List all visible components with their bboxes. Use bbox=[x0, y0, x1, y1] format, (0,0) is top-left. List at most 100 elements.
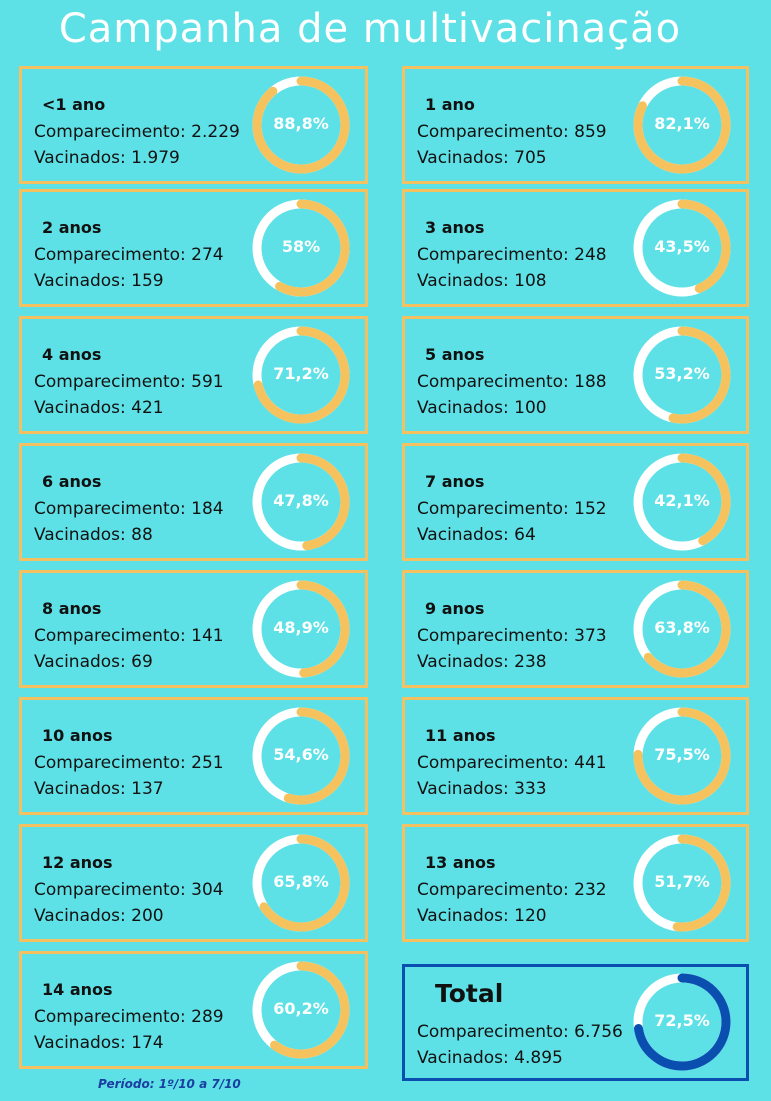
attendance-text: Comparecimento: 141 bbox=[34, 626, 224, 646]
vaccinated-text: Vacinados: 421 bbox=[34, 398, 164, 418]
progress-ring: 82,1% bbox=[630, 73, 734, 177]
group-label: 2 anos bbox=[42, 218, 102, 237]
progress-ring: 65,8% bbox=[249, 831, 353, 935]
ring-value-arc bbox=[633, 76, 731, 174]
progress-ring: 88,8% bbox=[249, 73, 353, 177]
vaccinated-text: Vacinados: 174 bbox=[34, 1033, 164, 1053]
age-group-card: 7 anos Comparecimento: 152 Vacinados: 64 42… bbox=[402, 443, 749, 561]
group-label: 4 anos bbox=[42, 345, 102, 364]
percent-label: 58% bbox=[281, 236, 321, 256]
age-group-card: 5 anos Comparecimento: 188 Vacinados: 100 5… bbox=[402, 316, 749, 434]
vaccinated-text: Vacinados: 333 bbox=[417, 779, 547, 799]
percent-label: 48,9% bbox=[273, 617, 329, 637]
vaccinated-text: Vacinados: 100 bbox=[417, 398, 547, 418]
group-label: 7 anos bbox=[425, 472, 485, 491]
percent-label: 88,8% bbox=[273, 113, 329, 133]
progress-ring: 58% bbox=[249, 196, 353, 300]
attendance-text: Comparecimento: 248 bbox=[417, 245, 607, 265]
page-title: Campanha de multivacinação bbox=[58, 6, 682, 52]
group-label: 3 anos bbox=[425, 218, 485, 237]
percent-label: 60,2% bbox=[273, 998, 329, 1018]
percent-label: 75,5% bbox=[654, 744, 710, 764]
vaccinated-text: Vacinados: 200 bbox=[34, 906, 164, 926]
ring-svg bbox=[252, 580, 350, 678]
vaccinated-text: Vacinados: 1.979 bbox=[34, 148, 180, 168]
vaccinated-text: Vacinados: 64 bbox=[417, 525, 536, 545]
ring-value-arc bbox=[633, 199, 731, 297]
ring-value-arc bbox=[252, 707, 350, 805]
age-group-card: <1 ano Comparecimento: 2.229 Vacinados: 1.… bbox=[19, 66, 368, 184]
age-group-card: 12 anos Comparecimento: 304 Vacinados: 200… bbox=[19, 824, 368, 942]
progress-ring: 63,8% bbox=[630, 577, 734, 681]
progress-ring: 48,9% bbox=[249, 577, 353, 681]
group-label: 10 anos bbox=[42, 726, 113, 745]
group-label: 13 anos bbox=[425, 853, 496, 872]
percent-label: 42,1% bbox=[654, 490, 710, 510]
vaccinated-text: Vacinados: 159 bbox=[34, 271, 164, 291]
vaccinated-text: Vacinados: 238 bbox=[417, 652, 547, 672]
age-group-card: 9 anos Comparecimento: 373 Vacinados: 238 6… bbox=[402, 570, 749, 688]
ring-value-arc bbox=[633, 453, 731, 551]
vaccinated-text: Vacinados: 137 bbox=[34, 779, 164, 799]
group-label: 1 ano bbox=[425, 95, 475, 114]
attendance-text: Comparecimento: 591 bbox=[34, 372, 224, 392]
attendance-text: Comparecimento: 184 bbox=[34, 499, 224, 519]
group-label: <1 ano bbox=[42, 95, 106, 114]
attendance-text: Comparecimento: 373 bbox=[417, 626, 607, 646]
group-label: 6 anos bbox=[42, 472, 102, 491]
ring-value-arc bbox=[633, 326, 731, 424]
vaccinated-text: Vacinados: 108 bbox=[417, 271, 547, 291]
attendance-text: Comparecimento: 232 bbox=[417, 880, 607, 900]
percent-label: 63,8% bbox=[654, 617, 710, 637]
progress-ring: 60,2% bbox=[249, 958, 353, 1062]
ring-svg bbox=[252, 834, 350, 932]
progress-ring: 43,5% bbox=[630, 196, 734, 300]
ring-value-arc bbox=[252, 834, 350, 932]
attendance-text: Comparecimento: 251 bbox=[34, 753, 224, 773]
progress-ring: 53,2% bbox=[630, 323, 734, 427]
age-group-card: 2 anos Comparecimento: 274 Vacinados: 159 5… bbox=[19, 189, 368, 307]
ring-svg bbox=[633, 834, 731, 932]
age-group-card: 3 anos Comparecimento: 248 Vacinados: 108 4… bbox=[402, 189, 749, 307]
ring-value-arc bbox=[252, 453, 350, 551]
attendance-text: Comparecimento: 2.229 bbox=[34, 122, 240, 142]
percent-label: 51,7% bbox=[654, 871, 710, 891]
age-group-card: 6 anos Comparecimento: 184 Vacinados: 88 47… bbox=[19, 443, 368, 561]
progress-ring: 42,1% bbox=[630, 450, 734, 554]
attendance-text: Comparecimento: 6.756 bbox=[417, 1022, 623, 1042]
percent-label: 72,5% bbox=[654, 1010, 710, 1030]
ring-svg bbox=[252, 199, 350, 297]
percent-label: 54,6% bbox=[273, 744, 329, 764]
attendance-text: Comparecimento: 441 bbox=[417, 753, 607, 773]
age-group-card: 11 anos Comparecimento: 441 Vacinados: 333… bbox=[402, 697, 749, 815]
ring-value-arc bbox=[633, 973, 731, 1071]
ring-value-arc bbox=[633, 707, 731, 805]
age-group-card: 13 anos Comparecimento: 232 Vacinados: 120… bbox=[402, 824, 749, 942]
ring-svg bbox=[252, 453, 350, 551]
group-label: 9 anos bbox=[425, 599, 485, 618]
age-group-card: 10 anos Comparecimento: 251 Vacinados: 137… bbox=[19, 697, 368, 815]
group-label: Total bbox=[435, 979, 504, 1008]
group-label: 14 anos bbox=[42, 980, 113, 999]
progress-ring: 71,2% bbox=[249, 323, 353, 427]
vaccinated-text: Vacinados: 120 bbox=[417, 906, 547, 926]
ring-svg bbox=[633, 707, 731, 805]
attendance-text: Comparecimento: 274 bbox=[34, 245, 224, 265]
ring-value-arc bbox=[252, 961, 350, 1059]
progress-ring: 47,8% bbox=[249, 450, 353, 554]
ring-value-arc bbox=[252, 76, 350, 174]
progress-ring: 54,6% bbox=[249, 704, 353, 808]
percent-label: 65,8% bbox=[273, 871, 329, 891]
progress-ring: 75,5% bbox=[630, 704, 734, 808]
total-card: Total Comparecimento: 6.756 Vacinados: 4.8… bbox=[402, 964, 749, 1081]
progress-ring: 51,7% bbox=[630, 831, 734, 935]
progress-ring: 72,5% bbox=[630, 970, 734, 1074]
ring-svg bbox=[252, 76, 350, 174]
vaccinated-text: Vacinados: 88 bbox=[34, 525, 153, 545]
vaccinated-text: Vacinados: 4.895 bbox=[417, 1048, 563, 1068]
attendance-text: Comparecimento: 289 bbox=[34, 1007, 224, 1027]
vaccinated-text: Vacinados: 69 bbox=[34, 652, 153, 672]
ring-value-arc bbox=[633, 834, 731, 932]
percent-label: 43,5% bbox=[654, 236, 710, 256]
